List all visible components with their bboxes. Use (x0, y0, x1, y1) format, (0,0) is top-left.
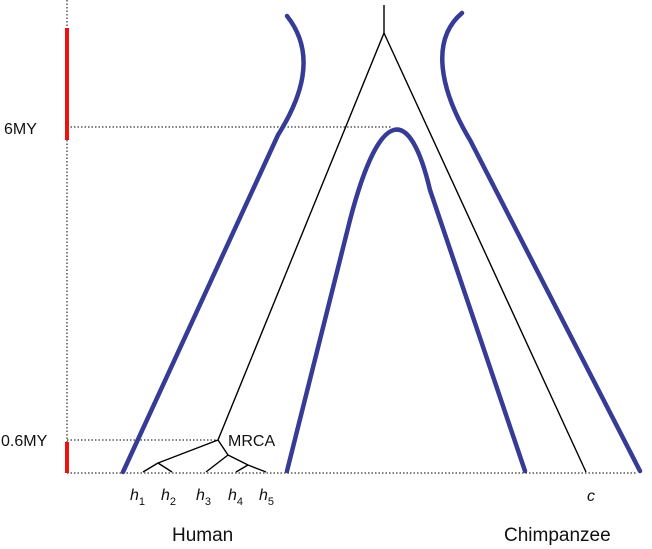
label-mrca: MRCA (228, 433, 275, 450)
species-label-chimpanzee: Chimpanzee (504, 525, 611, 546)
leaf-label-h5: h5 (259, 487, 274, 508)
leaf-label-h1: h1 (130, 487, 145, 508)
species-label-human: Human (172, 525, 233, 546)
tree-branch-h12 (157, 439, 219, 464)
leaf-label-h4: h4 (228, 487, 243, 508)
tree-branch-h45 (227, 454, 249, 466)
ancestral-species-inner-boundary (284, 127, 528, 474)
tree-branch-h2 (157, 462, 173, 473)
leaf-label-c: c (587, 488, 595, 505)
label-0-6my: 0.6MY (1, 433, 48, 450)
leaf-label-h2: h2 (161, 487, 176, 508)
chimpanzee-species-right-boundary (440, 10, 643, 474)
tree-branch-to-chimp (383, 32, 587, 473)
tree-branch-h3 (205, 454, 229, 473)
leaf-label-h3: h3 (196, 487, 211, 508)
tree-branch-to-mrca (217, 32, 385, 441)
human-species-left-boundary (120, 13, 306, 475)
label-6my: 6MY (4, 121, 37, 138)
tree-branch-h1 (142, 462, 159, 473)
tree-branch-h4 (235, 464, 249, 473)
tree-branch-h5 (247, 464, 267, 473)
tree-branch-h345 (217, 439, 229, 456)
